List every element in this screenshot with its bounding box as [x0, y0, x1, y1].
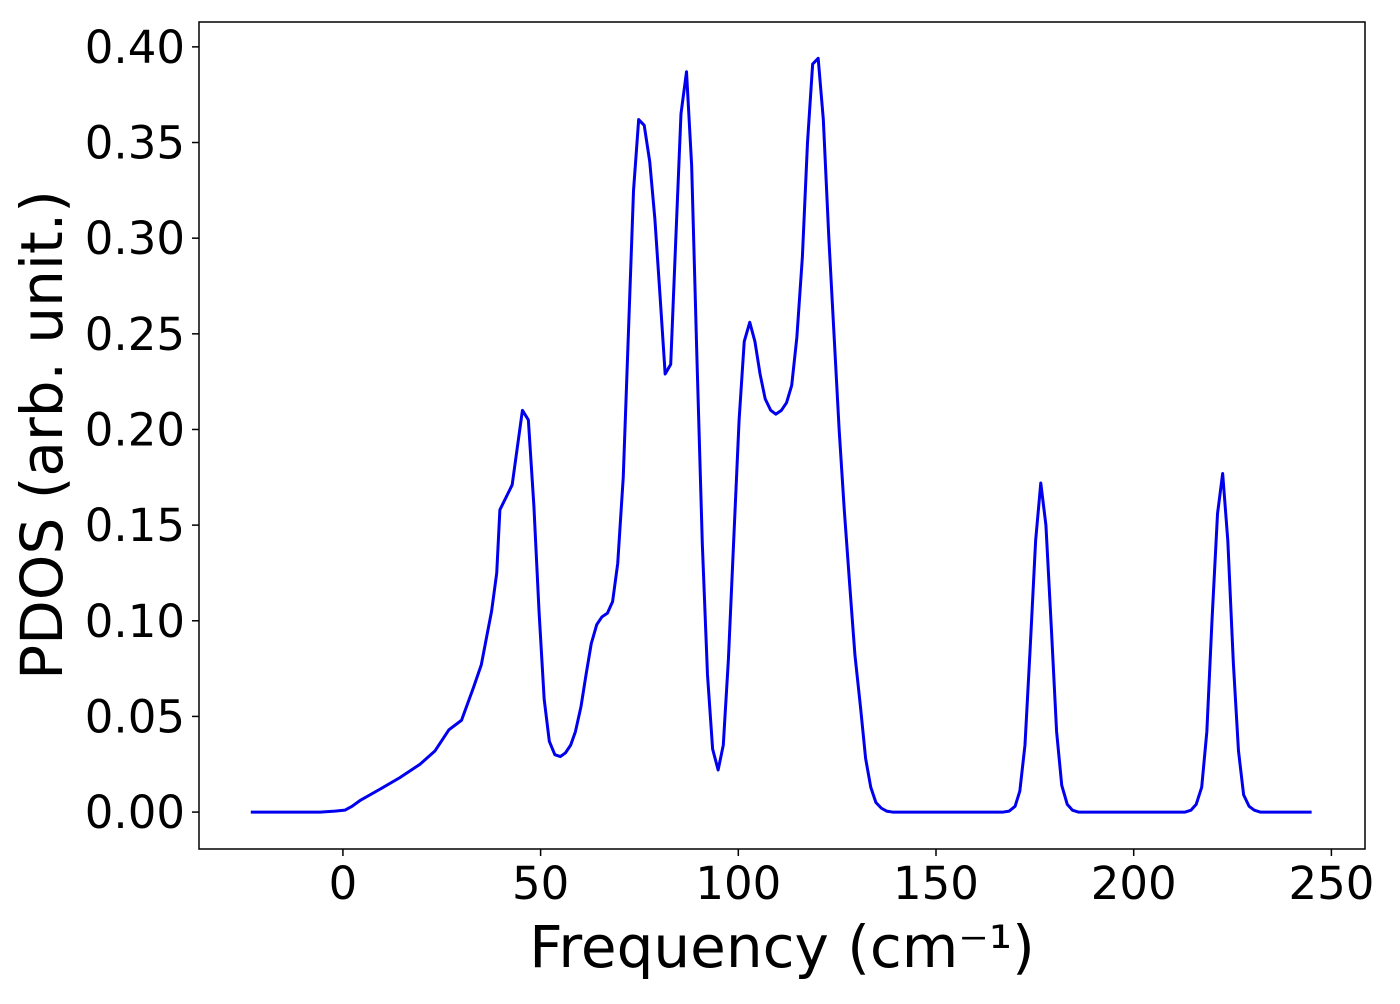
line-series: [250, 56, 1312, 814]
y-tick-label: 0.00: [85, 786, 185, 839]
x-tick-label: 100: [695, 857, 781, 910]
x-tick-label: 0: [329, 857, 358, 910]
y-tick-label: 0.20: [85, 403, 185, 456]
y-tick-label: 0.35: [85, 117, 185, 170]
y-tick-label: 0.05: [85, 690, 185, 743]
y-tick-label: 0.10: [85, 595, 185, 648]
y-tick-label: 0.15: [85, 499, 185, 552]
x-axis-label: Frequency (cm⁻¹): [529, 913, 1035, 981]
y-axis-label: PDOS (arb. unit.): [8, 190, 76, 680]
plot-frame: [198, 21, 1366, 850]
y-tick-label: 0.25: [85, 308, 185, 361]
x-tick-label: 200: [1091, 857, 1177, 910]
x-tick-label: 50: [512, 857, 569, 910]
x-tick-label: 250: [1288, 857, 1374, 910]
y-tick-label: 0.30: [85, 212, 185, 265]
y-tick-label: 0.40: [85, 21, 185, 74]
x-tick-label: 150: [893, 857, 979, 910]
